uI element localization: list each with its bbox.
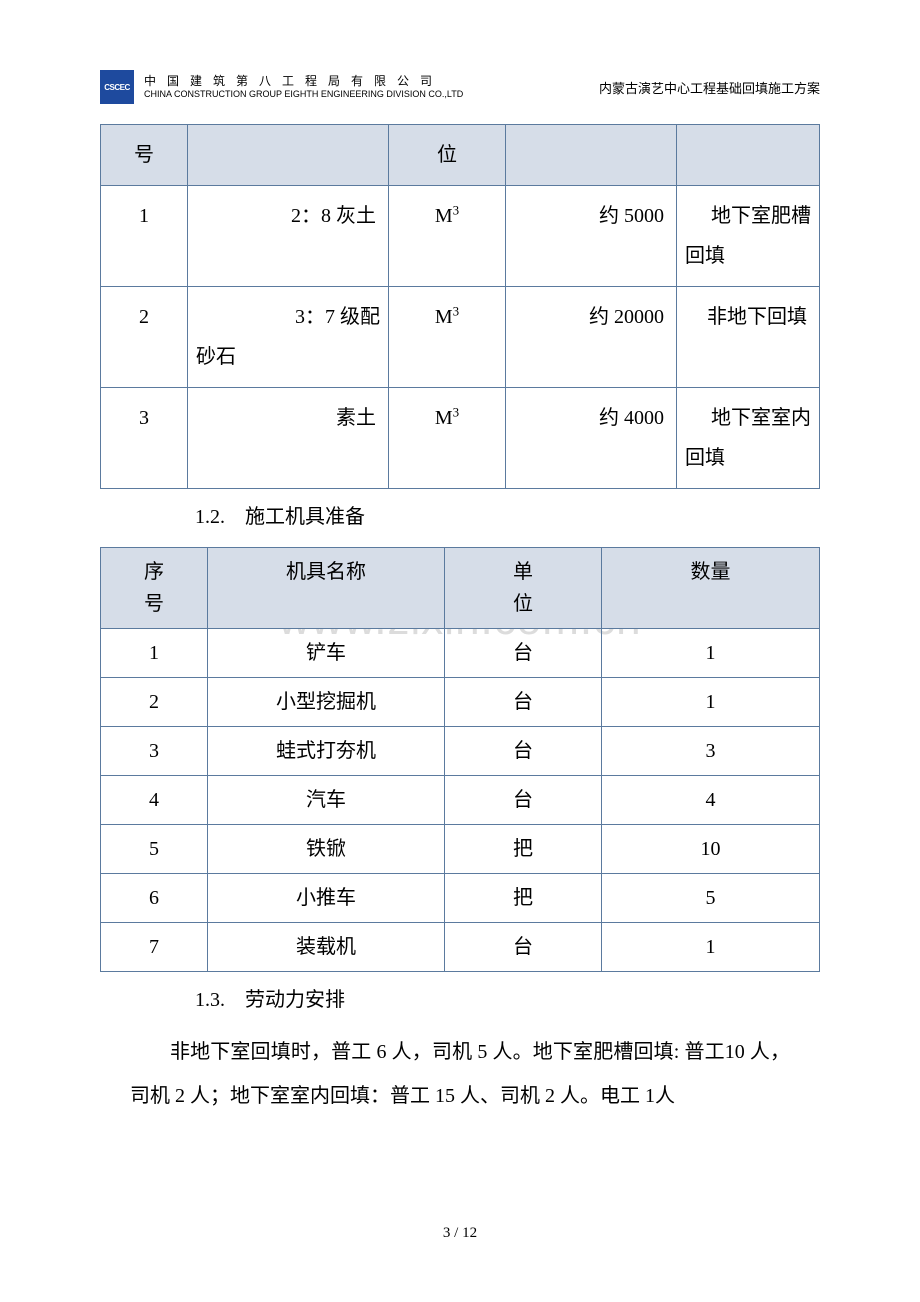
company-name-en: CHINA CONSTRUCTION GROUP EIGHTH ENGINEER… <box>144 89 463 100</box>
page-number: 3 / 12 <box>0 1225 920 1242</box>
table-row: 4汽车台4 <box>101 776 820 825</box>
table-row: 3 素土 M3 约 4000 地下室室内 回填 <box>101 388 820 489</box>
table-row: 3蛙式打夯机台3 <box>101 727 820 776</box>
t1-h-mat <box>188 125 389 186</box>
table-row: 6小推车把5 <box>101 874 820 923</box>
section-1-2-heading: 1.2. 施工机具准备 <box>195 499 820 535</box>
table-row: 2 3：7 级配 砂石 M3 约 20000 非地下回填 <box>101 287 820 388</box>
labor-paragraph: 非地下室回填时，普工 6 人，司机 5 人。地下室肥槽回填: 普工10 人，司机… <box>130 1030 790 1118</box>
t2-h-name: 机具名称 <box>208 548 445 629</box>
table-row: 2小型挖掘机台1 <box>101 678 820 727</box>
page-header: CSCEC 中 国 建 筑 第 八 工 程 局 有 限 公 司 CHINA CO… <box>100 70 820 104</box>
t1-h-seq: 号 <box>101 125 188 186</box>
company-name-cn: 中 国 建 筑 第 八 工 程 局 有 限 公 司 <box>144 74 463 88</box>
table-row: 1铲车台1 <box>101 629 820 678</box>
equipment-table: 序 号 机具名称 单 位 数量 1铲车台1 2小型挖掘机台1 3蛙式打夯机台3 … <box>100 547 820 972</box>
document-title: 内蒙古演艺中心工程基础回填施工方案 <box>599 78 820 97</box>
table-row: 5铁锨把10 <box>101 825 820 874</box>
t2-h-unit: 单 位 <box>445 548 602 629</box>
materials-table: 号 位 1 2：8 灰土 M3 约 5000 地下室肥槽 回填 2 3：7 级配 <box>100 124 820 489</box>
table-row: 1 2：8 灰土 M3 约 5000 地下室肥槽 回填 <box>101 186 820 287</box>
t1-h-note <box>677 125 820 186</box>
company-logo: CSCEC <box>100 70 134 104</box>
section-1-3-heading: 1.3. 劳动力安排 <box>195 982 820 1018</box>
t1-h-qty <box>506 125 677 186</box>
t1-h-unit: 位 <box>389 125 506 186</box>
table-row: 7装载机台1 <box>101 923 820 972</box>
t2-h-seq: 序 号 <box>101 548 208 629</box>
t2-h-qty: 数量 <box>602 548 820 629</box>
